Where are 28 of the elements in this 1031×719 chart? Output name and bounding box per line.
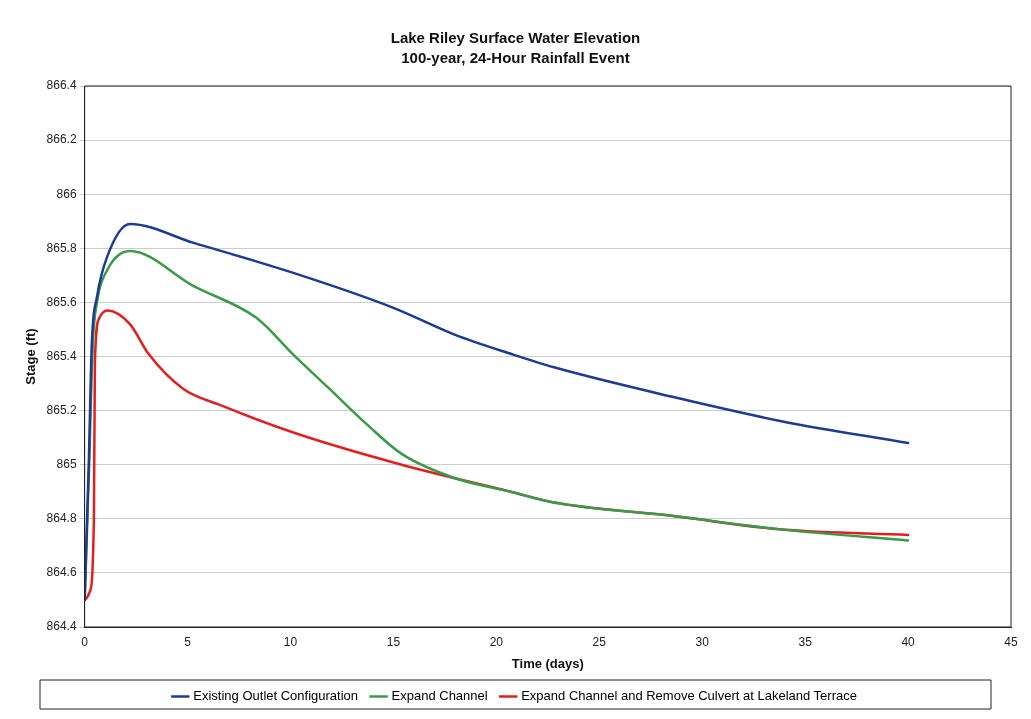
x-tick-label: 15 xyxy=(386,634,401,649)
y-tick-label: 866.2 xyxy=(46,132,77,147)
x-tick-label: 20 xyxy=(489,634,504,649)
x-tick-label: 10 xyxy=(283,634,298,649)
y-tick-label: 865.4 xyxy=(46,348,77,363)
y-tick-label: 865 xyxy=(56,457,77,472)
y-tick-label: 864.4 xyxy=(46,619,77,634)
y-tick-label: 865.2 xyxy=(46,402,77,417)
x-tick-label: 25 xyxy=(592,634,607,649)
chart-subtitle: 100-year, 24-Hour Rainfall Event xyxy=(401,49,630,67)
y-tick-label: 864.8 xyxy=(46,511,77,526)
y-axis-title: Stage (ft) xyxy=(23,328,39,385)
x-tick-label: 35 xyxy=(798,634,813,649)
chart-title: Lake Riley Surface Water Elevation xyxy=(390,29,641,47)
y-tick-label: 865.8 xyxy=(46,240,77,255)
legend-label: Expand Channel and Remove Culvert at Lakeland Terrace xyxy=(521,688,857,704)
y-tick-label: 865.6 xyxy=(46,294,77,309)
y-tick-label: 866 xyxy=(56,186,77,201)
x-tick-label: 45 xyxy=(1004,634,1018,649)
x-tick-label: 40 xyxy=(901,634,916,649)
x-tick-label: 30 xyxy=(695,634,710,649)
x-tick-label: 5 xyxy=(184,634,192,649)
legend-label: Existing Outlet Configuration xyxy=(193,688,359,704)
y-tick-label: 864.6 xyxy=(46,565,77,580)
y-tick-label: 866.4 xyxy=(46,78,77,93)
x-tick-label: 0 xyxy=(81,634,89,649)
legend-label: Expand Channel xyxy=(391,688,488,704)
x-axis-title: Time (days) xyxy=(511,655,584,671)
